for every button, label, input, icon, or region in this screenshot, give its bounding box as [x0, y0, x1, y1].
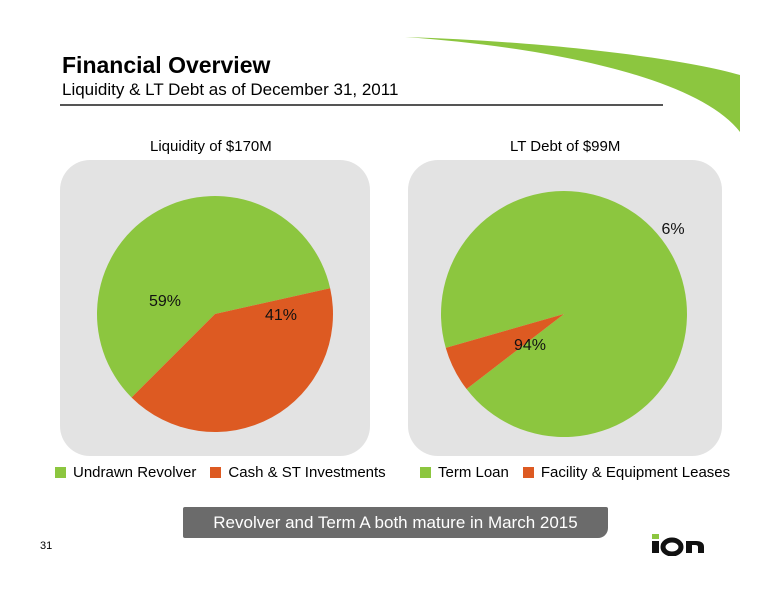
legend-item-undrawn-revolver: Undrawn Revolver	[55, 464, 196, 481]
legend-item-cash: Cash & ST Investments	[210, 464, 386, 481]
header-swoosh	[405, 37, 740, 132]
debt-pie: 94% 6%	[441, 191, 688, 437]
legend-label: Term Loan	[438, 464, 509, 481]
legend-item-term-loan: Term Loan	[420, 464, 509, 481]
pie-data-label: 41%	[265, 307, 297, 324]
legend-label: Cash & ST Investments	[228, 464, 386, 481]
liquidity-chart-title: Liquidity of $170M	[150, 138, 272, 155]
pie-data-label: 94%	[514, 337, 546, 354]
legend-swatch-green	[55, 467, 66, 478]
page-number: 31	[40, 540, 53, 552]
legend-item-leases: Facility & Equipment Leases	[522, 464, 731, 481]
page-title: Financial Overview	[62, 52, 271, 78]
title-divider	[60, 104, 663, 106]
legend-swatch-green	[420, 467, 431, 478]
liquidity-pie: 59% 41%	[96, 195, 333, 432]
debt-chart-title: LT Debt of $99M	[510, 138, 621, 155]
legend-label: Facility & Equipment Leases	[540, 464, 731, 481]
ion-logo	[648, 532, 708, 562]
legend-swatch-orange	[210, 467, 222, 478]
legend-label: Undrawn Revolver	[73, 464, 197, 481]
page-subtitle: Liquidity & LT Debt as of December 31, 2…	[62, 80, 399, 99]
pie-data-label: 6%	[661, 221, 684, 238]
maturity-banner: Revolver and Term A both mature in March…	[183, 507, 608, 538]
legend-swatch-orange	[522, 467, 534, 478]
pie-data-label: 59%	[149, 293, 181, 310]
pie-slice-green	[96, 195, 331, 398]
liquidity-legend: Undrawn Revolver Cash & ST Investments	[55, 464, 400, 481]
pie-slice-orange	[131, 288, 333, 432]
ion-logo-mark	[652, 534, 704, 557]
pie-slice-orange	[445, 314, 564, 390]
debt-legend: Term Loan Facility & Equipment Leases	[420, 464, 744, 481]
